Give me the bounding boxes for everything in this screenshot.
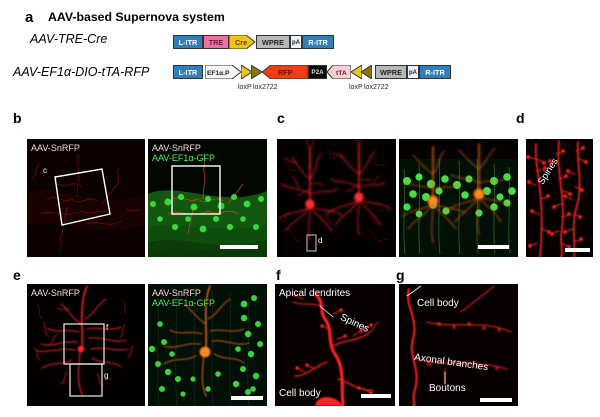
svg-text:RFP: RFP — [278, 68, 293, 77]
svg-text:EF1α.P: EF1α.P — [207, 70, 230, 77]
svg-text:Cre: Cre — [235, 38, 247, 47]
svg-text:tTA: tTA — [336, 70, 347, 77]
